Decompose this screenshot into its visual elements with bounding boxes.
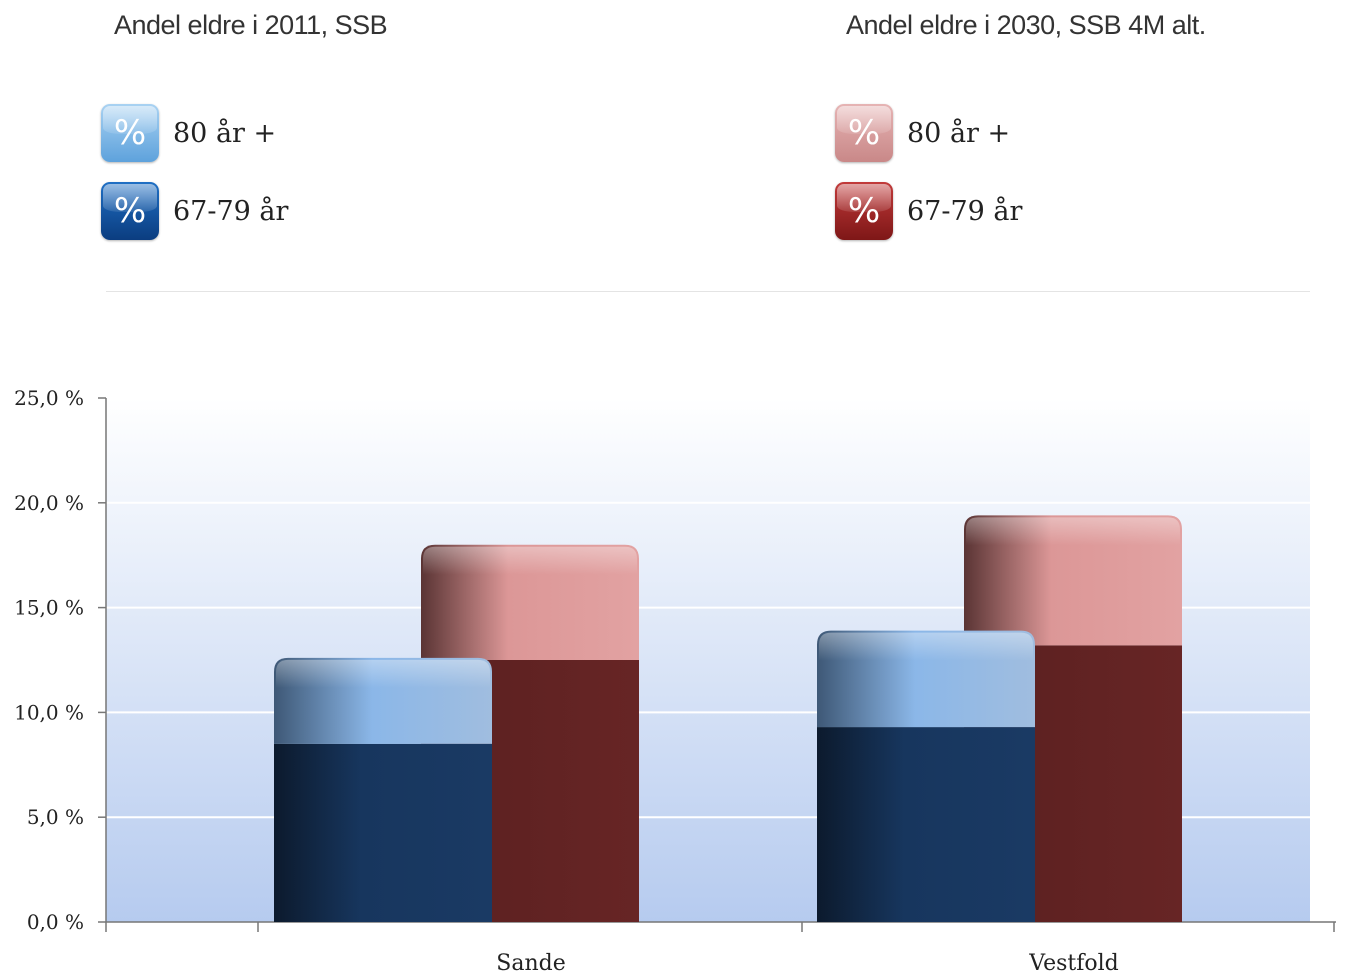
percent-icon: % [101,104,159,162]
legend-label: 80 år + [907,117,1011,149]
legend-item-2030-80plus: % 80 år + [835,104,1010,162]
legend-label: 67-79 år [173,195,289,227]
x-category-label: Vestfold [1028,951,1119,973]
percent-icon: % [101,182,159,240]
x-category-label: Sande [496,951,565,973]
y-tick-label: 0,0 % [27,910,84,934]
percent-icon: % [835,182,893,240]
legend-divider [106,291,1310,292]
axis-labels: 0,0 % 5,0 % 10,0 % 15,0 % 20,0 % 25,0 % Sande V… [14,386,1119,973]
legend-item-2011-80plus: % 80 år + [101,104,276,162]
y-tick-label: 15,0 % [14,596,84,620]
legend-item-2011-67-79: % 67-79 år [101,182,288,240]
y-tick-label: 10,0 % [14,700,84,724]
bar-segment-80plus [964,515,1182,646]
bar-highlight [423,546,637,575]
legend-label: 67-79 år [907,195,1023,227]
legend-label: 80 år + [173,117,277,149]
percent-icon: % [835,104,893,162]
y-tick-label: 20,0 % [14,491,84,515]
legend-title-2030: Andel eldre i 2030, SSB 4M alt. [846,10,1206,40]
y-tick-label: 25,0 % [14,386,84,410]
bar-highlight [966,517,1180,546]
bar-highlight [819,632,1033,661]
y-tick-label: 5,0 % [27,805,84,829]
bar-highlight [276,659,490,688]
legend-item-2030-67-79: % 67-79 år [835,182,1022,240]
bars [274,515,1182,922]
bar-segment-67-79 [274,743,492,922]
bar-segment-67-79 [817,727,1035,922]
legend-title-2011: Andel eldre i 2011, SSB [114,10,388,40]
